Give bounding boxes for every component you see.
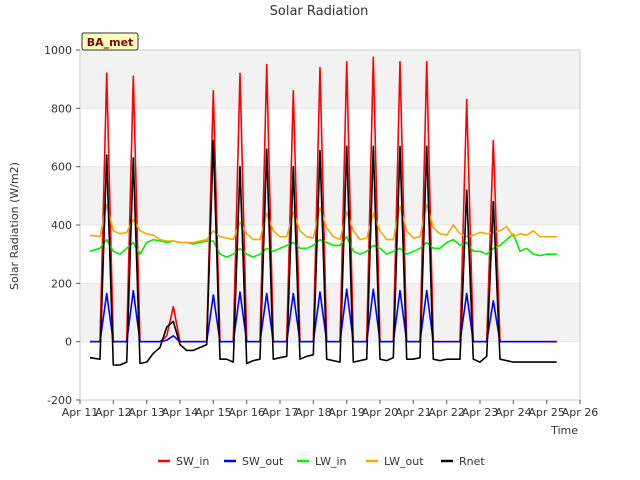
- chart-title: Solar Radiation: [270, 4, 369, 19]
- grid-band: [80, 283, 580, 342]
- x-tick-label: Apr 13: [128, 406, 165, 419]
- y-tick-label: 1000: [44, 44, 72, 57]
- y-tick-label: -200: [47, 394, 72, 407]
- x-tick-label: Apr 21: [395, 406, 432, 419]
- y-tick-label: 600: [51, 161, 72, 174]
- y-tick-labels: -200 0 200 400 600 800 1000: [44, 44, 80, 407]
- series-line-rnet: [89, 139, 557, 366]
- badge: BA_met: [81, 32, 139, 51]
- grid-band: [80, 166, 580, 225]
- x-tick-label: Apr 19: [328, 406, 365, 419]
- legend-label: SW_in: [176, 455, 209, 468]
- x-tick-label: Apr 23: [462, 406, 499, 419]
- x-tick-label: Apr 25: [528, 406, 565, 419]
- series-line-lw-out: [89, 203, 557, 244]
- legend-label: Rnet: [459, 455, 485, 468]
- x-tick-label: Apr 11: [62, 406, 99, 419]
- x-tick-label: Apr 24: [495, 406, 532, 419]
- x-tick-label: Apr 14: [162, 406, 199, 419]
- x-tick-label: Apr 15: [195, 406, 232, 419]
- x-tick-label: Apr 17: [262, 406, 299, 419]
- y-tick-label: 400: [51, 219, 72, 232]
- x-axis-label: Time: [550, 424, 578, 437]
- y-tick-label: 800: [51, 102, 72, 115]
- y-axis-label: Solar Radiation (W/m2): [8, 162, 21, 290]
- legend-label: SW_out: [242, 455, 284, 468]
- series-lines: [89, 56, 557, 366]
- x-tick-label: Apr 12: [95, 406, 132, 419]
- x-tick-label: Apr 22: [428, 406, 465, 419]
- y-tick-label: 200: [51, 277, 72, 290]
- legend-label: LW_in: [315, 455, 347, 468]
- legend-label: LW_out: [384, 455, 424, 468]
- grid-band: [80, 50, 580, 109]
- badge-label: BA_met: [87, 36, 134, 49]
- legend: SW_in SW_out LW_in LW_out Rnet: [158, 455, 485, 468]
- series-line-sw-out: [90, 288, 557, 343]
- x-tick-label: Apr 20: [362, 406, 399, 419]
- x-tick-label: Apr 26: [562, 406, 599, 419]
- y-tick-label: 0: [65, 336, 72, 349]
- x-tick-label: Apr 18: [295, 406, 332, 419]
- x-tick-label: Apr 16: [228, 406, 265, 419]
